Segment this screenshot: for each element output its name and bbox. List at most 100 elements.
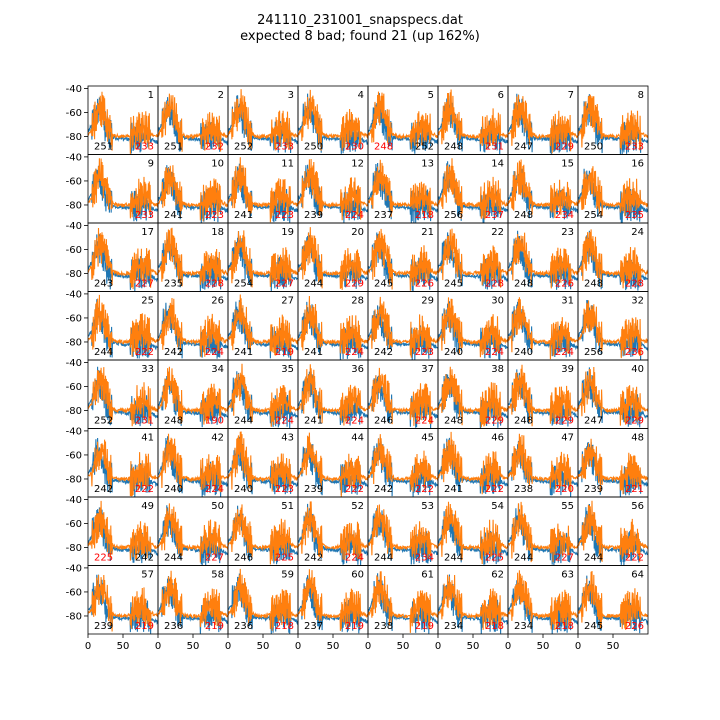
panel-right-count-label: 242 (135, 553, 154, 564)
panel-40: 40 247 229 (577, 359, 649, 429)
panel-number-label: 49 (141, 501, 154, 512)
panel-left-count-label: 236 (234, 621, 253, 632)
panel-13-series-b-line (368, 159, 438, 219)
x-tick-label: 0 (85, 641, 91, 652)
panel-left-count-label: 248 (514, 416, 533, 427)
panel-43-series-b-line (228, 431, 298, 492)
panel-56: 56 244 222 (577, 496, 649, 566)
panel-23: 23 248 226 (507, 222, 579, 292)
panel-left-count-label: 254 (584, 210, 603, 221)
panel-22-series-b-line (438, 228, 508, 288)
panel-54-series-b-line (438, 501, 508, 565)
panel-right-count-label: 224 (205, 484, 224, 495)
panel-51-series-b-line (228, 504, 298, 565)
panel-right-count-label: 222 (415, 484, 434, 495)
panel-right-count-label: 221 (625, 484, 644, 495)
y-tick-label: -80 (66, 337, 82, 348)
y-tick-label: -60 (66, 382, 82, 393)
panel-left-count-label: 244 (374, 553, 393, 564)
panel-4-series-b-line (298, 89, 368, 151)
panel-right-count-label: 222 (625, 553, 644, 564)
panel-left-count-label: 244 (234, 416, 253, 427)
panel-left-count-label: 240 (514, 347, 533, 358)
panel-62-series-b-line (438, 574, 508, 630)
panel-1-series-b-line (88, 91, 158, 154)
panel-21-series-b-line (368, 228, 438, 291)
y-tick-label: -60 (66, 450, 82, 461)
panel-27-series-b-line (228, 294, 298, 356)
chart-title: 241110_231001_snapspecs.dat (257, 13, 463, 28)
panel-left-count-label: 240 (234, 484, 253, 495)
panel-right-count-label: 229 (555, 142, 574, 153)
panel-left-count-label: 241 (444, 484, 463, 495)
panel-50-series-b-line (158, 503, 228, 563)
panel-number-label: 62 (491, 570, 504, 581)
panel-right-count-label: 225 (485, 553, 504, 564)
panel-number-label: 50 (211, 501, 224, 512)
panel-right-count-label: 219 (135, 621, 154, 632)
panel-right-count-label: 233 (135, 210, 154, 221)
panel-3-series-a-line (228, 95, 298, 154)
y-tick-label: -40 (66, 152, 82, 163)
panel-number-label: 24 (631, 227, 644, 238)
panel-51: 51 246 225 (227, 496, 299, 566)
panel-left-count-label: 246 (374, 416, 393, 427)
panel-number-label: 26 (211, 296, 224, 307)
panel-number-label: 42 (211, 433, 224, 444)
x-tick-label: 0 (295, 641, 301, 652)
panel-number-label: 5 (428, 90, 434, 101)
panel-right-count-label: 234 (555, 210, 574, 221)
panel-number-label: 61 (421, 570, 434, 581)
panel-16-series-b-line (578, 166, 648, 217)
panel-50: 50 244 227 (157, 496, 229, 566)
panel-number-label: 54 (491, 501, 504, 512)
panel-52-series-b-line (298, 501, 368, 561)
panel-19-series-b-line (228, 230, 298, 288)
panel-14-series-b-line (438, 158, 508, 220)
panel-right-count-label: 232 (205, 142, 224, 153)
panel-number-label: 9 (148, 159, 154, 170)
panel-61-series-b-line (368, 571, 438, 633)
panel-left-count-label: 239 (304, 484, 323, 495)
panel-12: 12 239 224 (297, 154, 369, 224)
panel-left-count-label: 247 (514, 142, 533, 153)
panel-left-count-label: 239 (304, 210, 323, 221)
panel-left-count-label: 240 (164, 484, 183, 495)
panel-5: 5 248 252 (367, 85, 439, 155)
panel-right-count-label: 224 (485, 347, 504, 358)
panel-right-count-label: 227 (275, 279, 294, 290)
x-tick-label: 0 (435, 641, 441, 652)
panel-54: 54 244 225 (437, 496, 509, 566)
panel-30-series-b-line (438, 297, 508, 358)
panel-right-count-label: 227 (205, 553, 224, 564)
panel-39-series-b-line (508, 364, 578, 427)
panel-54-series-a-line (438, 507, 508, 565)
x-tick-label: 0 (365, 641, 371, 652)
panel-25: 25 244 222 (87, 291, 159, 361)
panel-number-label: 51 (281, 501, 294, 512)
panel-64: 64 245 226 (577, 565, 649, 635)
panel-right-count-label: 224 (345, 416, 364, 427)
panel-38: 38 248 229 (437, 359, 509, 429)
panel-45: 45 242 222 (367, 428, 439, 498)
y-tick-label: -80 (66, 611, 82, 622)
panel-left-count-label: 242 (94, 484, 113, 495)
panel-52: 52 242 224 (297, 496, 369, 566)
y-tick-label: -40 (66, 221, 82, 232)
y-tick-label: -80 (66, 269, 82, 280)
panel-36: 36 241 224 (297, 359, 369, 429)
panel-right-count-label: 224 (205, 347, 224, 358)
x-tick-label: 50 (187, 641, 200, 652)
panel-left-count-label: 235 (164, 279, 183, 290)
panel-32: 32 256 236 (577, 291, 649, 361)
panel-26: 26 242 224 (157, 291, 229, 361)
panel-left-count-label: 243 (94, 279, 113, 290)
panel-44-series-a-line (298, 436, 368, 496)
panel-number-label: 48 (631, 433, 644, 444)
panel-left-count-label: 248 (444, 416, 463, 427)
panel-left-count-label: 250 (584, 142, 603, 153)
panel-number-label: 25 (141, 296, 154, 307)
panel-61: 61 238 219 (367, 565, 439, 635)
panel-56-series-b-line (578, 500, 648, 562)
panel-28: 28 241 224 (297, 291, 369, 361)
